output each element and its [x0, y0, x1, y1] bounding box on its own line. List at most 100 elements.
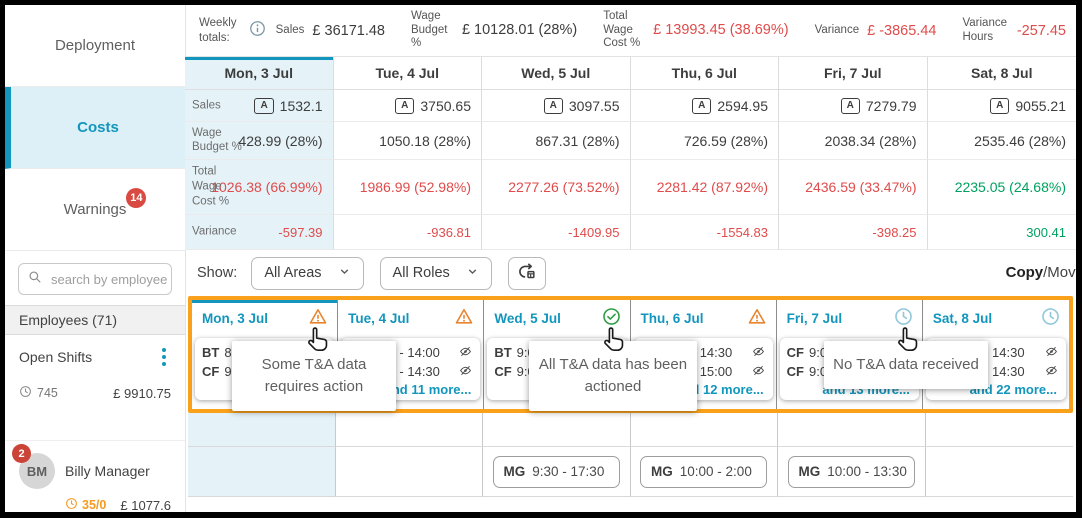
- metric-variance: Variance £ -3865.44: [814, 22, 937, 39]
- employee-cost: £ 1077.6: [120, 497, 171, 513]
- schedule-day-headers: Mon, 3 Jul Tue, 4 Jul Wed, 5 Jul Thu, 6 …: [192, 300, 1069, 337]
- actual-badge[interactable]: A: [990, 97, 1010, 114]
- sidebar-item-label: Costs: [77, 119, 119, 136]
- chevron-down-icon: [466, 265, 479, 282]
- workforce-app: Deployment Costs Warnings 14 Employees (…: [5, 5, 1076, 512]
- role-select[interactable]: All Roles: [379, 256, 492, 290]
- sales-cell: A 2594.95: [630, 90, 779, 122]
- sidebar-item-deployment[interactable]: Deployment: [5, 5, 185, 87]
- info-icon[interactable]: [249, 20, 266, 42]
- manager-shift-wed[interactable]: MG 9:30 - 17:30: [492, 455, 620, 488]
- variance-cell: 300.41: [927, 215, 1076, 250]
- row-label-sales: Sales: [192, 99, 221, 112]
- actual-badge[interactable]: A: [543, 97, 563, 114]
- sidebar-item-warnings[interactable]: Warnings 14: [5, 169, 185, 251]
- manager-shift-thu[interactable]: MG 10:00 - 2:00: [640, 455, 768, 488]
- more-shifts-link[interactable]: and 22 more...: [969, 382, 1057, 397]
- ta-clock-icon[interactable]: [894, 307, 913, 331]
- actual-badge[interactable]: A: [840, 97, 860, 114]
- sidebar-item-costs[interactable]: Costs: [5, 87, 185, 169]
- metric-total-wage-cost: Total Wage Cost % £ 13993.45 (38.69%): [603, 9, 789, 50]
- schedule-day-header-thu[interactable]: Thu, 6 Jul: [630, 300, 777, 337]
- ta-warning-icon[interactable]: [308, 307, 328, 331]
- total-wage-cost-cell: Total Wage Cost % 1026.38 (66.99%): [185, 160, 334, 215]
- variance-cell: -398.25: [779, 215, 928, 250]
- cost-day-header[interactable]: Thu, 6 Jul: [630, 57, 779, 90]
- cost-day-header[interactable]: Sat, 8 Jul: [927, 57, 1076, 90]
- row-label-wage-budget: Wage Budget %: [192, 126, 242, 154]
- hidden-shift-icon[interactable]: [751, 364, 766, 380]
- show-label: Show:: [197, 265, 238, 281]
- filter-bar: Show: All Areas All Roles Copy/Move: [185, 250, 1076, 296]
- manager-shift-fri[interactable]: MG 10:00 - 13:30: [787, 455, 915, 488]
- actual-badge[interactable]: A: [395, 97, 415, 114]
- actual-badge[interactable]: A: [254, 97, 274, 114]
- ta-warning-icon[interactable]: [747, 307, 767, 331]
- row-label-variance: Variance: [192, 225, 237, 238]
- wage-budget-cell: 2038.34 (28%): [779, 122, 928, 160]
- auto-deploy-button[interactable]: [507, 256, 546, 290]
- sidebar-item-label: Deployment: [54, 37, 136, 54]
- weekly-totals-bar: Weekly totals: Sales £ 36171.48 Wage Bud…: [185, 5, 1076, 57]
- hidden-shift-icon[interactable]: [458, 345, 473, 361]
- total-wage-cost-cell: 2436.59 (33.47%): [779, 160, 928, 215]
- sidebar-item-label: Warnings: [63, 201, 127, 218]
- kebab-menu-icon[interactable]: [157, 345, 171, 369]
- schedule-lower-rows: MG 9:30 - 17:30 MG 10:00 - 2:00 MG 10:00 - …: [188, 413, 1073, 497]
- ta-actioned-icon[interactable]: [602, 307, 621, 331]
- variance-cell: -936.81: [333, 215, 482, 250]
- clock-icon: [19, 385, 32, 401]
- open-shifts-section[interactable]: Open Shifts 745 £ 9910.75: [5, 335, 185, 401]
- avatar: BM: [19, 453, 55, 489]
- schedule-day-header-fri[interactable]: Fri, 7 Jul: [776, 300, 923, 337]
- tooltip-ta-warning: Some T&A data requires action: [232, 341, 396, 411]
- wage-budget-cell: 2535.46 (28%): [927, 122, 1076, 160]
- metric-variance-hours: Variance Hours -257.45: [962, 16, 1066, 43]
- clock-icon: [65, 497, 78, 512]
- warnings-count-badge: 14: [126, 188, 147, 208]
- copy-move-link[interactable]: Copy/Move: [1005, 264, 1076, 281]
- employee-search[interactable]: [18, 263, 172, 295]
- hidden-shift-icon[interactable]: [751, 345, 766, 361]
- variance-cell: -1409.95: [482, 215, 631, 250]
- cost-day-header[interactable]: Mon, 3 Jul: [185, 57, 334, 90]
- row-label-total-wage-cost: Total Wage Cost %: [192, 165, 230, 208]
- total-wage-cost-cell: 2235.05 (24.68%): [927, 160, 1076, 215]
- schedule-day-header-sat[interactable]: Sat, 8 Jul: [922, 300, 1069, 337]
- metric-sales: Sales £ 36171.48: [275, 22, 385, 39]
- costs-table: Mon, 3 Jul Tue, 4 Jul Wed, 5 Jul Thu, 6 …: [185, 57, 1076, 250]
- notification-badge: 2: [12, 444, 31, 463]
- ta-clock-icon[interactable]: [1041, 307, 1060, 331]
- cursor-hand-icon: [601, 325, 629, 358]
- metric-wage-budget: Wage Budget % £ 10128.01 (28%): [410, 9, 578, 50]
- sidebar: Deployment Costs Warnings 14 Employees (…: [5, 5, 186, 512]
- actual-badge[interactable]: A: [692, 97, 712, 114]
- employee-name: Billy Manager: [65, 463, 150, 479]
- main-panel: Weekly totals: Sales £ 36171.48 Wage Bud…: [185, 5, 1076, 512]
- employee-hours: 35/0: [82, 498, 107, 512]
- total-wage-cost-cell: 2277.26 (73.52%): [482, 160, 631, 215]
- hidden-shift-icon[interactable]: [458, 364, 473, 380]
- ta-warning-icon[interactable]: [454, 307, 474, 331]
- tooltip-ta-actioned: All T&A data has been actioned: [529, 341, 697, 411]
- total-wage-cost-cell: 2281.42 (87.92%): [630, 160, 779, 215]
- cost-day-header[interactable]: Tue, 4 Jul: [333, 57, 482, 90]
- cost-day-header[interactable]: Wed, 5 Jul: [482, 57, 631, 90]
- employee-row[interactable]: BM 2 Billy Manager 35/0 £ 1077.6: [5, 440, 185, 512]
- search-input[interactable]: [49, 270, 171, 288]
- sales-cell: A 9055.21: [927, 90, 1076, 122]
- schedule-day-header-tue[interactable]: Tue, 4 Jul: [338, 300, 485, 337]
- hidden-shift-icon[interactable]: [1044, 364, 1059, 380]
- wage-budget-cell: 867.31 (28%): [482, 122, 631, 160]
- schedule-day-header-wed[interactable]: Wed, 5 Jul: [484, 300, 631, 337]
- cursor-hand-icon: [305, 325, 333, 358]
- hidden-shift-icon[interactable]: [1044, 345, 1059, 361]
- wage-budget-cell: Wage Budget % 428.99 (28%): [185, 122, 334, 160]
- cost-day-header[interactable]: Fri, 7 Jul: [779, 57, 928, 90]
- area-select[interactable]: All Areas: [251, 256, 364, 290]
- chevron-down-icon: [338, 265, 351, 282]
- sales-cell: A 3750.65: [333, 90, 482, 122]
- more-shifts-link[interactable]: and 12 more...: [676, 382, 764, 397]
- more-shifts-link[interactable]: and 11 more...: [384, 382, 472, 397]
